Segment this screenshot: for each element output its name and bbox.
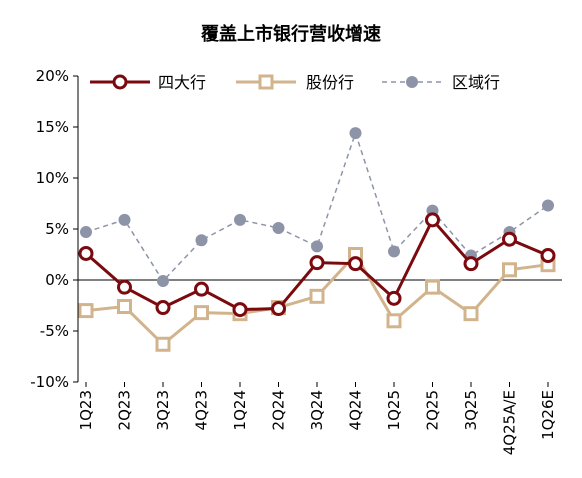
data-point (463, 306, 479, 322)
data-point (117, 279, 132, 295)
chart-title: 覆盖上市银行营收增速 (201, 23, 381, 45)
x-tick-label: 4Q25A/E (501, 390, 519, 455)
data-point (386, 313, 402, 329)
data-point (425, 279, 440, 295)
x-tick-label: 4Q23 (193, 390, 211, 430)
y-tick-label: 20% (36, 67, 69, 85)
y-tick-label: 5% (45, 220, 69, 238)
data-point (272, 221, 285, 234)
data-point (234, 213, 246, 226)
data-point (78, 303, 94, 319)
x-tick-label: 2Q25 (424, 390, 442, 430)
data-point (348, 256, 363, 272)
data-point (386, 290, 402, 306)
legend: 四大行 股份行 区域行 (90, 73, 500, 92)
data-point (194, 305, 209, 321)
series-layer (78, 127, 556, 352)
data-point (155, 300, 171, 316)
x-tick-label: 3Q25 (462, 390, 480, 430)
legend-item-2: 区域行 (382, 73, 500, 92)
x-tick-label: 3Q23 (154, 390, 172, 430)
data-point (349, 127, 362, 140)
x-tick-label: 1Q26E (539, 390, 557, 440)
data-point (463, 256, 479, 272)
data-point (80, 226, 92, 239)
data-point (232, 302, 248, 318)
data-point (388, 245, 400, 258)
y-tick-label: -10% (30, 373, 69, 391)
data-point (157, 275, 169, 288)
data-point (502, 231, 517, 247)
data-point (540, 248, 556, 264)
legend-item-1: 股份行 (236, 73, 354, 92)
x-tick-label: 2Q24 (270, 390, 288, 430)
x-tick-label: 1Q24 (231, 390, 249, 430)
y-tick-label: 10% (36, 169, 69, 187)
y-tick-label: 0% (45, 271, 69, 289)
x-tick-label: 2Q23 (116, 390, 134, 430)
series-0 (78, 212, 556, 318)
legend-item-0: 四大行 (90, 73, 206, 92)
legend-label-1: 股份行 (306, 73, 354, 92)
x-tick-label: 1Q25 (385, 390, 403, 430)
data-point (194, 281, 209, 297)
data-point (78, 245, 94, 261)
data-point (309, 288, 325, 304)
data-point (195, 234, 208, 247)
data-point (117, 299, 132, 315)
x-tick-label: 4Q24 (347, 390, 365, 430)
x-tick-label: 3Q24 (308, 390, 326, 430)
x-tick-label: 1Q23 (77, 390, 95, 430)
data-point (311, 240, 323, 253)
legend-label-0: 四大行 (158, 73, 206, 92)
data-point (542, 199, 554, 212)
data-point (155, 336, 171, 352)
axes: 20% 15% 10% 5% 0% -5% -10% 1Q23 2Q23 3Q23 4Q23 1Q24… (30, 67, 562, 455)
data-point (118, 213, 131, 226)
data-point (425, 212, 440, 228)
data-point (309, 255, 325, 271)
data-point (502, 262, 517, 278)
legend-label-2: 区域行 (452, 73, 500, 92)
y-tick-label: -5% (40, 322, 69, 340)
data-point (271, 301, 286, 317)
y-tick-label: 15% (36, 118, 69, 136)
